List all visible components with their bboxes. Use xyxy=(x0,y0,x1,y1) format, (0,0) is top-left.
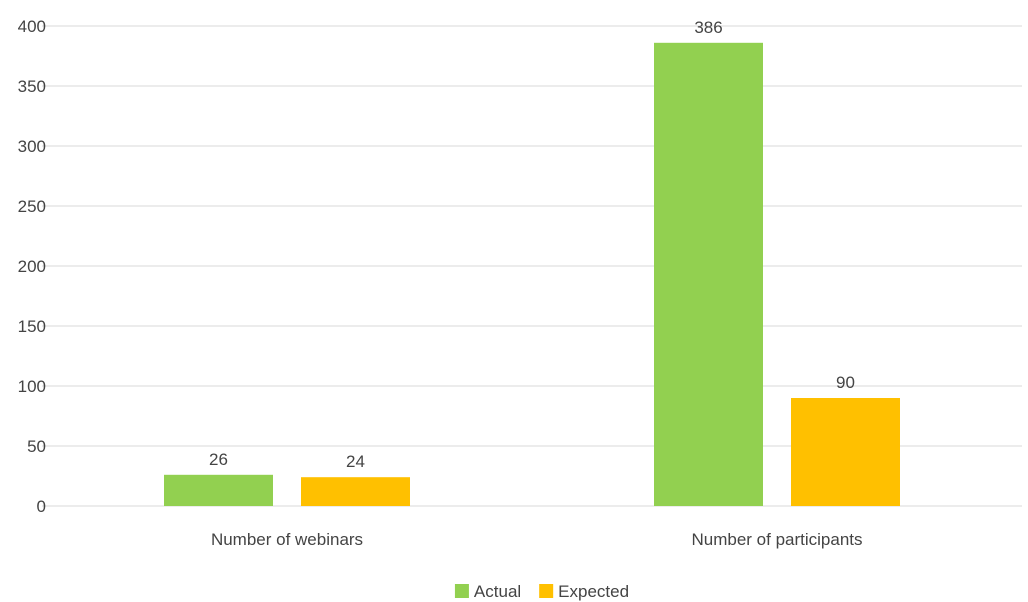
legend-label: Actual xyxy=(474,582,521,601)
y-tick-label: 300 xyxy=(18,137,46,156)
bar-expected-2 xyxy=(791,398,900,506)
bar-actual-2 xyxy=(654,42,763,507)
legend: Actual Expected xyxy=(454,582,629,601)
y-tick-label: 350 xyxy=(18,77,46,96)
data-labels: 26 24 386 90 xyxy=(209,18,855,471)
legend-swatch xyxy=(539,584,554,598)
bar-actual-1 xyxy=(164,474,273,506)
y-tick-label: 200 xyxy=(18,257,46,276)
legend-swatch xyxy=(454,584,469,598)
y-tick-label: 250 xyxy=(18,197,46,216)
y-tick-label: 0 xyxy=(37,497,46,516)
data-label: 24 xyxy=(346,452,365,471)
legend-item-expected: Expected xyxy=(539,582,629,601)
y-tick-label: 400 xyxy=(18,17,46,36)
bar-expected-1 xyxy=(301,477,410,506)
data-label: 90 xyxy=(836,373,855,392)
y-tick-label: 50 xyxy=(27,437,46,456)
x-category-label: Number of webinars xyxy=(211,530,363,549)
data-label: 386 xyxy=(694,18,722,37)
legend-label: Expected xyxy=(558,582,629,601)
y-tick-label: 150 xyxy=(18,317,46,336)
bars xyxy=(164,42,900,507)
data-label: 26 xyxy=(209,450,228,469)
x-category-label: Number of participants xyxy=(691,530,862,549)
gridlines xyxy=(42,25,1022,507)
x-axis-category-labels: Number of webinars Number of participants xyxy=(211,530,863,549)
legend-item-actual: Actual xyxy=(454,582,521,601)
y-tick-label: 100 xyxy=(18,377,46,396)
y-axis-tick-labels: 0 50 100 150 200 250 300 350 400 xyxy=(18,17,46,516)
